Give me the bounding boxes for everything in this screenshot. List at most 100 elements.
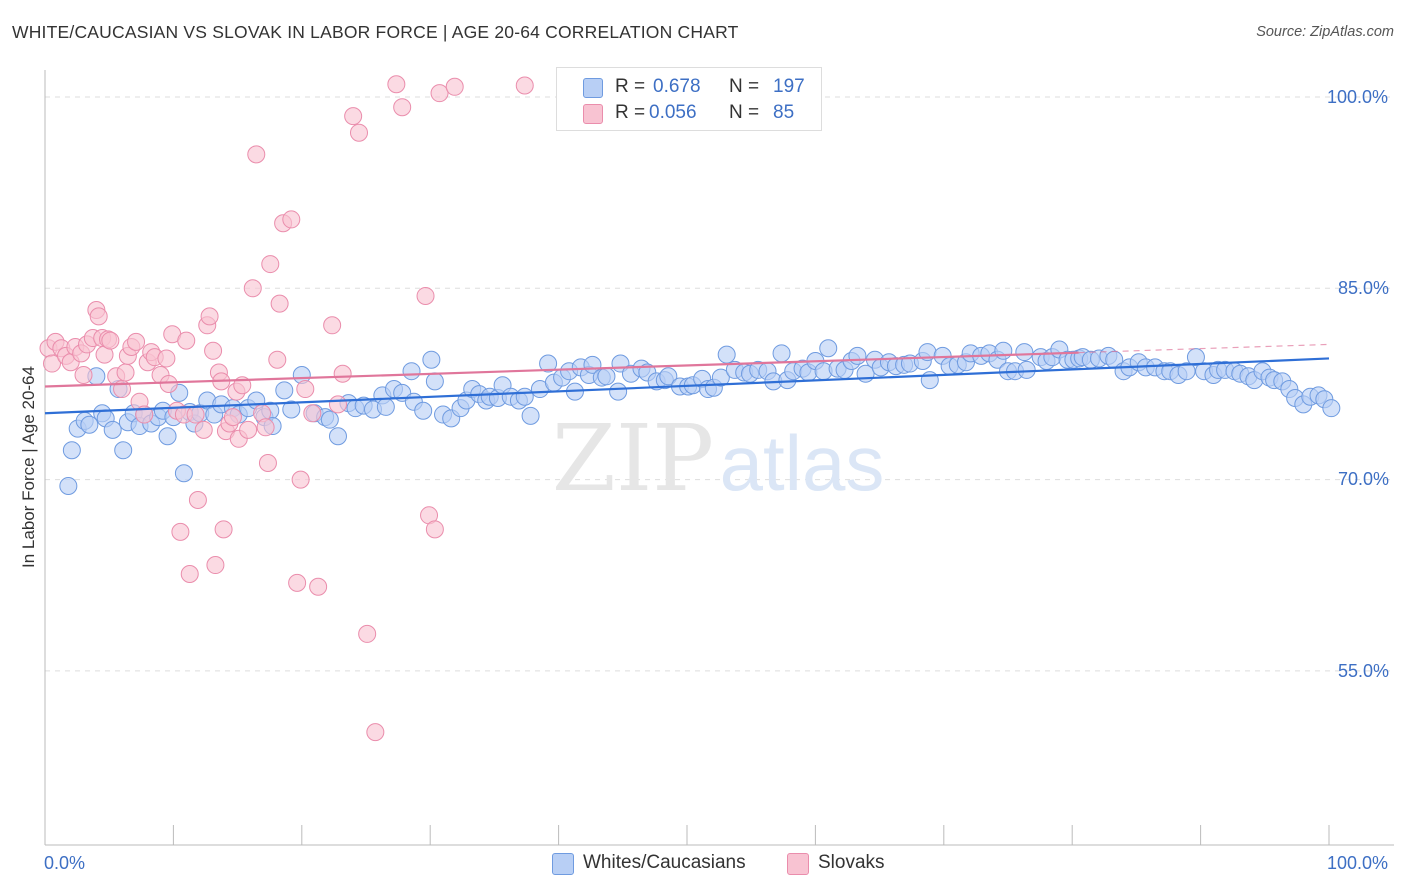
trend-line-whites (44, 357, 1330, 415)
data-point-slovaks (186, 405, 205, 424)
data-point-whites (521, 406, 540, 425)
data-point-whites (402, 362, 421, 381)
bottom-legend-label-whites: Whites/Caucasians (583, 852, 746, 873)
data-point-whites (103, 420, 122, 439)
data-point-whites (711, 368, 730, 387)
data-point-whites (80, 415, 99, 434)
legend-r-value-slovaks: 0.056 (649, 102, 697, 123)
data-point-slovaks (349, 123, 368, 142)
trend-line-slovaks-extension (1078, 343, 1330, 354)
data-point-slovaks (268, 350, 287, 369)
data-point-whites (1015, 343, 1034, 362)
data-point-whites (1017, 360, 1036, 379)
bottom-legend-swatch-whites (552, 853, 574, 875)
watermark-atlas: atlas (720, 419, 885, 507)
y-tick-label: 100.0% (1327, 87, 1389, 107)
data-point-whites (114, 441, 133, 460)
data-point-slovaks (89, 307, 108, 326)
data-point-whites (328, 427, 347, 446)
legend-r-label: R = (615, 102, 646, 123)
data-point-whites (174, 464, 193, 483)
x-max-label: 100.0% (1327, 853, 1389, 873)
data-point-slovaks (206, 556, 225, 575)
legend-n-value-slovaks: 85 (773, 102, 795, 123)
data-point-whites (597, 367, 616, 386)
legend-swatch-whites (583, 78, 603, 98)
data-point-whites (62, 441, 81, 460)
y-tick-label: 55.0% (1338, 661, 1390, 681)
data-point-slovaks (430, 84, 449, 103)
data-point-slovaks (303, 404, 322, 423)
data-point-slovaks (261, 255, 280, 274)
legend-r-label: R = (615, 76, 646, 97)
y-tick-label: 85.0% (1338, 278, 1390, 298)
data-point-whites (425, 372, 444, 391)
data-point-slovaks (180, 564, 199, 583)
data-point-slovaks (288, 573, 307, 592)
data-point-slovaks (200, 307, 219, 326)
bottom-legend-swatch-slovaks (787, 853, 809, 875)
data-point-slovaks (256, 418, 275, 437)
data-point-slovaks (333, 364, 352, 383)
data-point-slovaks (270, 294, 289, 313)
data-point-whites (717, 345, 736, 364)
data-point-slovaks (177, 331, 196, 350)
data-point-slovaks (243, 279, 262, 298)
data-point-slovaks (157, 349, 176, 368)
legend-r-value-whites: 0.678 (653, 76, 701, 97)
data-point-slovaks (258, 454, 277, 473)
data-point-whites (659, 367, 678, 386)
data-point-whites (282, 400, 301, 419)
series-slovaks-points (39, 75, 534, 742)
legend-n-value-whites: 197 (773, 76, 805, 97)
data-point-slovaks (358, 624, 377, 643)
data-point-whites (59, 476, 78, 495)
data-point-slovaks (309, 577, 328, 596)
chart-title: WHITE/CAUCASIAN VS SLOVAK IN LABOR FORCE… (12, 22, 739, 42)
y-tick-label: 70.0% (1338, 469, 1390, 489)
data-point-slovaks (101, 331, 120, 350)
data-point-slovaks (171, 522, 190, 541)
data-point-whites (609, 382, 628, 401)
data-point-slovaks (204, 341, 223, 360)
data-point-whites (422, 350, 441, 369)
bottom-legend-label-slovaks: Slovaks (818, 852, 885, 873)
data-point-whites (414, 401, 433, 420)
legend-box: R = 0.678 N = 197 R = 0.056 N = 85 (556, 67, 822, 131)
legend-swatch-slovaks (583, 104, 603, 124)
x-min-label: 0.0% (44, 853, 86, 873)
grid-lines (45, 96, 1394, 672)
data-point-whites (1322, 399, 1341, 418)
data-point-slovaks (116, 363, 135, 382)
data-point-slovaks (159, 374, 178, 393)
data-point-slovaks (291, 470, 310, 489)
data-point-slovaks (188, 491, 207, 510)
data-point-whites (158, 427, 177, 446)
data-point-slovaks (425, 520, 444, 539)
data-point-slovaks (445, 77, 464, 96)
data-point-slovaks (247, 145, 266, 164)
data-point-slovaks (74, 366, 93, 385)
data-point-slovaks (282, 210, 301, 229)
data-point-slovaks (296, 380, 315, 399)
data-point-slovaks (515, 76, 534, 95)
data-point-whites (1186, 348, 1205, 367)
data-point-slovaks (43, 354, 62, 373)
data-point-whites (376, 397, 395, 416)
data-point-slovaks (387, 75, 406, 94)
data-point-whites (819, 339, 838, 358)
watermark: ZIP atlas (552, 405, 884, 512)
data-point-slovaks (328, 395, 347, 414)
axes (44, 70, 1394, 846)
data-point-slovaks (239, 420, 258, 439)
data-point-whites (848, 346, 867, 365)
data-point-slovaks (393, 98, 412, 117)
data-point-whites (772, 344, 791, 363)
trend-lines (44, 343, 1330, 415)
data-point-slovaks (416, 286, 435, 305)
data-point-whites (1177, 362, 1196, 381)
data-point-slovaks (223, 408, 242, 427)
data-point-whites (994, 341, 1013, 360)
data-point-whites (320, 410, 339, 429)
